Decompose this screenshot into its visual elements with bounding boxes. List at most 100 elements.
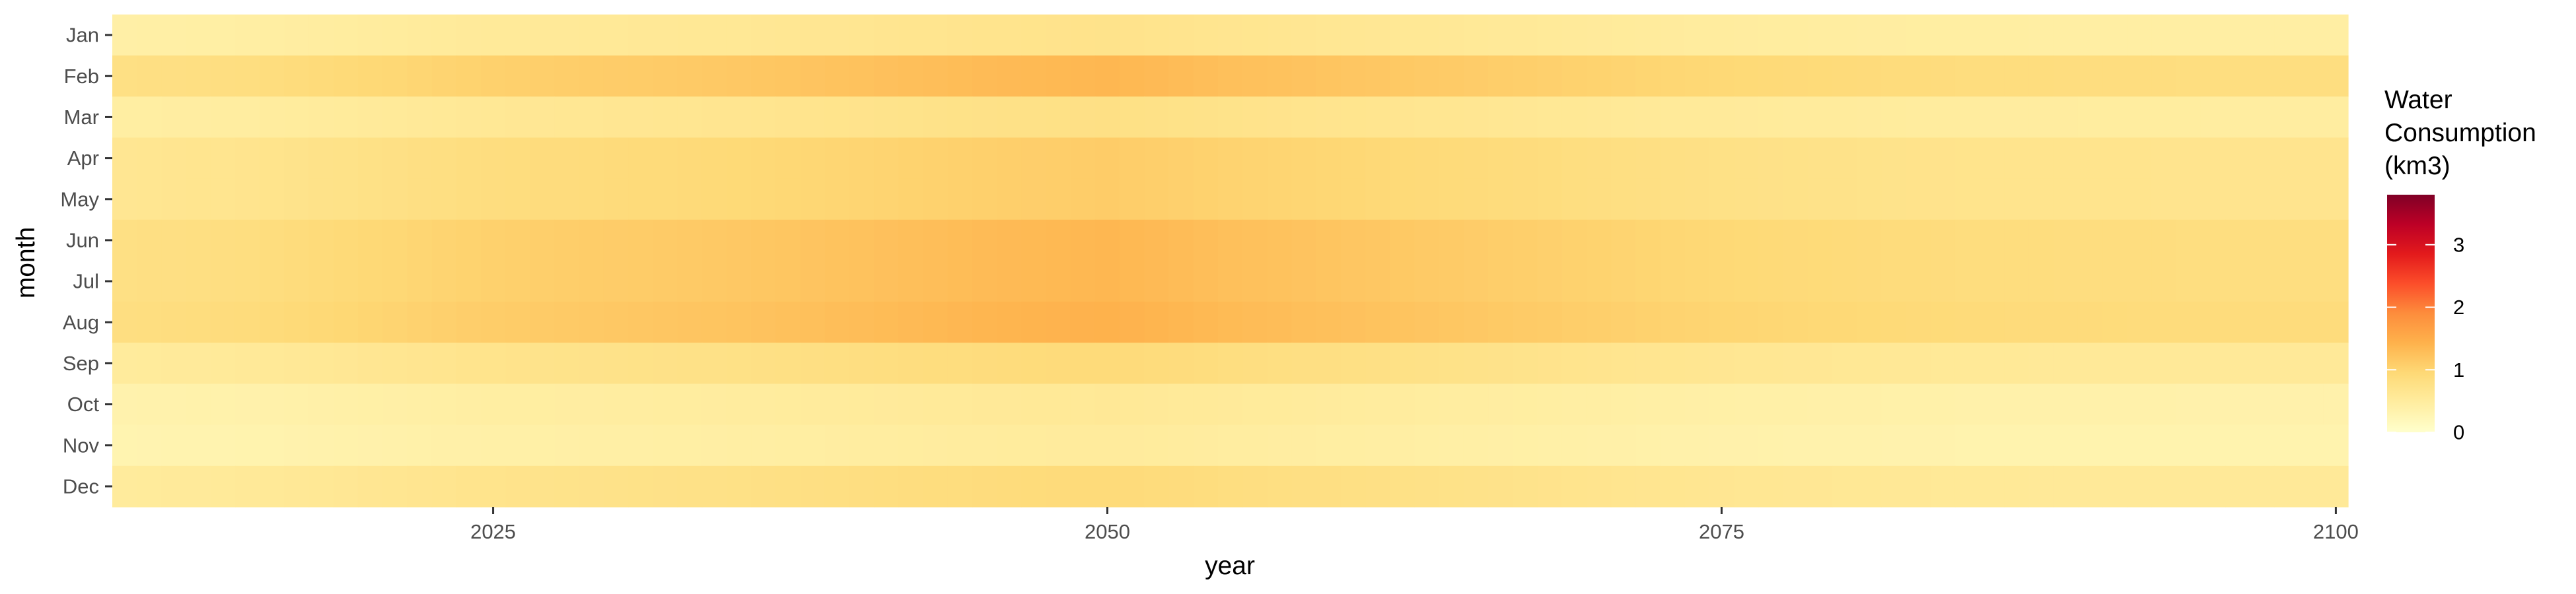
heatmap-cell bbox=[1980, 383, 2005, 426]
heatmap-cell bbox=[1242, 178, 1268, 220]
heatmap-cell bbox=[701, 15, 727, 56]
heatmap-cell bbox=[579, 302, 604, 343]
heatmap-cell bbox=[1070, 55, 1096, 97]
heatmap-cell bbox=[284, 96, 310, 139]
heatmap-cell bbox=[1684, 343, 1710, 385]
heatmap-cell bbox=[923, 96, 948, 139]
heatmap-cell bbox=[308, 96, 334, 139]
heatmap-cell bbox=[431, 383, 457, 426]
heatmap-cell bbox=[1709, 302, 1735, 343]
heatmap-cell bbox=[2200, 15, 2226, 56]
heatmap-cell bbox=[1120, 343, 1145, 385]
heatmap-cell bbox=[874, 383, 899, 426]
heatmap-cell bbox=[1463, 219, 1489, 261]
legend-ticks: 0 1 2 3 bbox=[2387, 233, 2464, 444]
heatmap-cell bbox=[1906, 465, 1931, 508]
heatmap-cell bbox=[775, 383, 801, 426]
heatmap-cell bbox=[1807, 137, 1833, 180]
heatmap-cell bbox=[284, 219, 310, 261]
heatmap-cell bbox=[1168, 178, 1194, 220]
heatmap-cell bbox=[284, 15, 310, 56]
heatmap-cell bbox=[1144, 343, 1170, 385]
heatmap-cell bbox=[308, 302, 334, 343]
heatmap-cell bbox=[2077, 383, 2103, 426]
heatmap-cell bbox=[2004, 302, 2030, 343]
heatmap-cell bbox=[554, 137, 580, 180]
heatmap-cell bbox=[333, 96, 359, 139]
heatmap-cell bbox=[2127, 15, 2153, 56]
heatmap-cell bbox=[653, 302, 678, 343]
heatmap-cell bbox=[1857, 343, 1882, 385]
heatmap-cell bbox=[1021, 178, 1047, 220]
heatmap-cell bbox=[1734, 261, 1759, 302]
heatmap-cell bbox=[2102, 302, 2128, 343]
heatmap-cell bbox=[137, 302, 162, 343]
heatmap-cell bbox=[2151, 96, 2177, 139]
heatmap-cell bbox=[1316, 424, 1342, 467]
heatmap-cell bbox=[1168, 302, 1194, 343]
heatmap-cell bbox=[1488, 219, 1513, 261]
heatmap-cell bbox=[1586, 343, 1612, 385]
heatmap-cell bbox=[1537, 302, 1563, 343]
heatmap-cell bbox=[357, 424, 383, 467]
heatmap-cell bbox=[2176, 15, 2201, 56]
heatmap-cell bbox=[653, 178, 678, 220]
heatmap-cell bbox=[1217, 424, 1243, 467]
heatmap-cells bbox=[112, 15, 2349, 508]
heatmap-cell bbox=[1709, 96, 1735, 139]
heatmap-cell bbox=[775, 424, 801, 467]
heatmap-cell bbox=[210, 302, 236, 343]
heatmap-cell bbox=[260, 55, 285, 97]
heatmap-cell bbox=[1684, 219, 1710, 261]
heatmap-cell bbox=[701, 343, 727, 385]
heatmap-cell bbox=[898, 424, 924, 467]
heatmap-cell bbox=[947, 343, 973, 385]
heatmap-cell bbox=[2323, 55, 2349, 97]
heatmap-cell bbox=[2250, 302, 2275, 343]
heatmap-cell bbox=[308, 178, 334, 220]
heatmap-cell bbox=[1734, 219, 1759, 261]
heatmap-cell bbox=[210, 261, 236, 302]
heatmap-cell bbox=[1980, 302, 2005, 343]
heatmap-cell bbox=[1783, 55, 1808, 97]
heatmap-cell bbox=[554, 96, 580, 139]
heatmap-cell bbox=[1046, 55, 1071, 97]
heatmap-cell bbox=[1980, 55, 2005, 97]
heatmap-cell bbox=[1046, 219, 1071, 261]
heatmap-cell bbox=[1561, 219, 1587, 261]
heatmap-cell bbox=[726, 465, 752, 508]
heatmap-cell bbox=[2299, 383, 2324, 426]
y-tick-label: Sep bbox=[63, 352, 99, 375]
heatmap-cell bbox=[628, 137, 653, 180]
heatmap-cell bbox=[653, 15, 678, 56]
heatmap-cell bbox=[824, 424, 850, 467]
heatmap-cell bbox=[1881, 261, 1907, 302]
heatmap-cell bbox=[1414, 178, 1440, 220]
heatmap-cell bbox=[2176, 219, 2201, 261]
heatmap-cell bbox=[775, 343, 801, 385]
heatmap-cell bbox=[137, 424, 162, 467]
heatmap-cell bbox=[1930, 302, 1956, 343]
heatmap-cell bbox=[824, 302, 850, 343]
heatmap-cell bbox=[1070, 15, 1096, 56]
heatmap-cell bbox=[2176, 465, 2201, 508]
heatmap-cell bbox=[1439, 261, 1464, 302]
heatmap-cell bbox=[2077, 465, 2103, 508]
heatmap-cell bbox=[1881, 219, 1907, 261]
heatmap-cell bbox=[1783, 96, 1808, 139]
heatmap-cell bbox=[1365, 178, 1390, 220]
heatmap-cell bbox=[1734, 383, 1759, 426]
heatmap-cell bbox=[2028, 15, 2054, 56]
heatmap-cell bbox=[2127, 261, 2153, 302]
heatmap-cell bbox=[382, 55, 408, 97]
heatmap-cell bbox=[1783, 465, 1808, 508]
heatmap-cell bbox=[726, 96, 752, 139]
heatmap-cell bbox=[2127, 96, 2153, 139]
heatmap-cell bbox=[260, 302, 285, 343]
heatmap-cell bbox=[1832, 424, 1857, 467]
heatmap-cell bbox=[800, 383, 826, 426]
heatmap-cell bbox=[2200, 219, 2226, 261]
heatmap-cell bbox=[431, 55, 457, 97]
heatmap-cell bbox=[1586, 137, 1612, 180]
heatmap-cell bbox=[2053, 219, 2079, 261]
